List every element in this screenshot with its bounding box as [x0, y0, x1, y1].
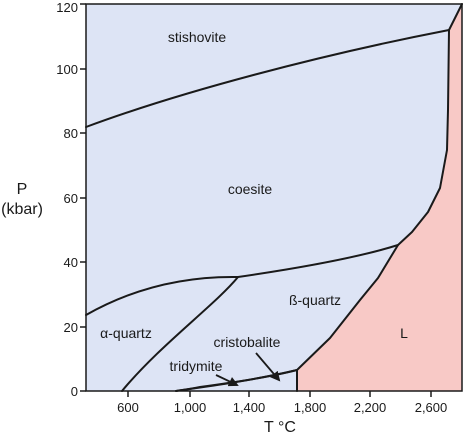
- phase-label-tridymite: tridymite: [170, 358, 223, 374]
- y-tick-label: 0: [71, 384, 78, 399]
- phase-label-liquid: L: [400, 325, 408, 341]
- phase-label-stishovite: stishovite: [168, 29, 227, 45]
- melting-curve: [296, 3, 463, 371]
- tridymite-pointer-arrow: [215, 374, 239, 387]
- phase-label-beta-quartz: ß-quartz: [289, 292, 341, 308]
- y-axis-title-p: P: [17, 181, 28, 198]
- y-tick-label: 100: [56, 62, 78, 77]
- y-tick-label: 120: [56, 0, 78, 15]
- liquid-region: [297, 4, 462, 391]
- cristobalite-pointer-arrow: [255, 352, 281, 382]
- y-tick-label: 60: [64, 191, 78, 206]
- phase-label-cristobalite: cristobalite: [214, 334, 281, 350]
- phase-label-coesite: coesite: [228, 181, 273, 197]
- y-axis: 0 20 40 60 80 100 120: [56, 0, 86, 399]
- y-tick-label: 20: [64, 320, 78, 335]
- x-tick-label: 2,600: [415, 400, 448, 415]
- x-axis-title: T °C: [264, 419, 296, 436]
- y-tick-label: 40: [64, 255, 78, 270]
- x-tick-label: 1,400: [233, 400, 266, 415]
- alpha-beta-quartz-boundary: [121, 276, 239, 392]
- x-tick-label: 600: [117, 400, 139, 415]
- y-tick-label: 80: [64, 126, 78, 141]
- x-tick-label: 1,000: [174, 400, 207, 415]
- x-tick-label: 2,200: [354, 400, 387, 415]
- stishovite-coesite-boundary: [85, 29, 450, 128]
- y-axis-title-unit: (kbar): [1, 201, 43, 218]
- x-tick-label: 1,800: [294, 400, 327, 415]
- x-axis: 600 1,000 1,400 1,800 2,200 2,600: [117, 391, 447, 415]
- phase-label-alpha-quartz: α-quartz: [100, 325, 152, 341]
